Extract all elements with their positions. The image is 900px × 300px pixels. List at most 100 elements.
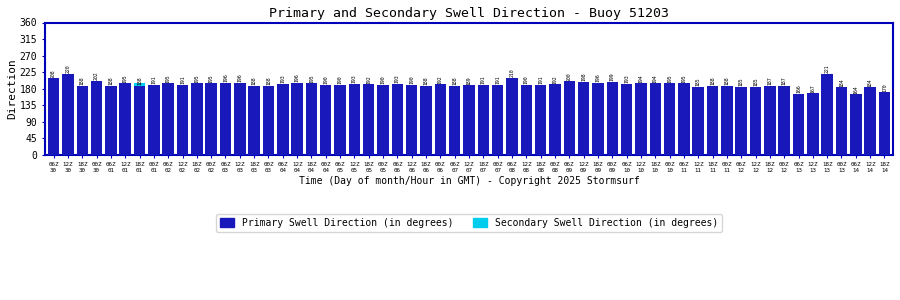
Text: 189: 189	[466, 76, 472, 85]
Bar	[692, 87, 704, 155]
Bar	[62, 74, 74, 155]
Text: 127: 127	[567, 109, 572, 117]
Text: 122: 122	[352, 111, 357, 119]
Bar	[822, 74, 832, 155]
Bar	[134, 86, 145, 155]
Text: 191: 191	[151, 75, 157, 84]
Bar	[348, 110, 360, 155]
Text: 195: 195	[166, 74, 171, 82]
Bar	[836, 87, 847, 155]
Text: 202: 202	[94, 71, 99, 80]
Bar	[735, 87, 747, 155]
Bar	[363, 110, 374, 155]
Text: 193: 193	[352, 75, 357, 83]
Text: 208: 208	[51, 69, 56, 78]
Bar	[191, 83, 202, 155]
Bar	[549, 109, 561, 155]
Bar	[263, 86, 274, 155]
Text: 188: 188	[266, 76, 271, 85]
Bar	[120, 83, 130, 155]
Text: 121: 121	[696, 111, 701, 120]
Bar	[607, 82, 618, 155]
Bar	[176, 85, 188, 155]
Bar	[306, 83, 317, 155]
Text: 195: 195	[309, 74, 314, 82]
Text: 221: 221	[824, 64, 830, 73]
Text: 220: 220	[66, 65, 70, 74]
Bar	[507, 107, 517, 155]
Bar	[48, 78, 59, 155]
Text: 191: 191	[180, 75, 185, 84]
Text: 127: 127	[596, 109, 600, 117]
Text: 121: 121	[624, 111, 629, 120]
Text: 132: 132	[853, 107, 859, 116]
Text: 193: 193	[280, 75, 285, 83]
Bar	[348, 84, 360, 155]
Text: 129: 129	[509, 108, 515, 117]
Text: 188: 188	[452, 76, 457, 85]
Legend: Primary Swell Direction (in degrees), Secondary Swell Direction (in degrees): Primary Swell Direction (in degrees), Se…	[216, 214, 723, 232]
Text: 132: 132	[868, 107, 873, 116]
Text: 194: 194	[652, 74, 658, 83]
Text: 124: 124	[495, 110, 500, 118]
Text: 124: 124	[553, 110, 557, 118]
Text: 120: 120	[667, 111, 672, 120]
Text: 120: 120	[739, 111, 743, 120]
Text: 195: 195	[122, 74, 128, 82]
Bar	[563, 81, 575, 155]
Text: 199: 199	[610, 72, 615, 81]
Bar	[435, 109, 446, 155]
Text: 191: 191	[481, 75, 486, 84]
Bar	[850, 106, 861, 155]
Bar	[822, 106, 832, 155]
Bar	[277, 84, 289, 155]
Bar	[392, 84, 403, 155]
Bar	[464, 109, 475, 155]
Bar	[650, 83, 661, 155]
Text: 190: 190	[524, 76, 529, 84]
Text: 194: 194	[638, 74, 644, 83]
Bar	[335, 111, 346, 155]
Bar	[621, 84, 633, 155]
Text: 121: 121	[381, 111, 385, 120]
Text: 193: 193	[624, 75, 629, 83]
Bar	[878, 92, 890, 155]
Bar	[650, 110, 661, 155]
Text: 125: 125	[524, 110, 529, 118]
Text: 122: 122	[538, 111, 543, 119]
Bar	[492, 109, 503, 155]
Bar	[793, 108, 805, 155]
Text: 122: 122	[710, 111, 716, 119]
Title: Primary and Secondary Swell Direction - Buoy 51203: Primary and Secondary Swell Direction - …	[269, 7, 669, 20]
Bar	[735, 111, 747, 155]
Bar	[664, 83, 675, 155]
Text: 188: 188	[252, 76, 256, 85]
Text: 125: 125	[280, 110, 285, 118]
Bar	[507, 78, 517, 155]
Bar	[793, 94, 805, 155]
Text: 184: 184	[839, 78, 844, 87]
Text: 170: 170	[882, 83, 887, 92]
Text: 190: 190	[323, 76, 328, 84]
Bar	[392, 108, 403, 155]
Bar	[420, 86, 432, 155]
Bar	[105, 86, 117, 155]
Text: 188: 188	[724, 76, 729, 85]
Text: 196: 196	[596, 74, 600, 82]
Bar	[234, 83, 246, 155]
Bar	[764, 108, 776, 155]
Bar	[750, 87, 761, 155]
Text: 191: 191	[495, 75, 500, 84]
Bar	[706, 86, 718, 155]
X-axis label: Time (Day of month/Hour in GMT) - Copyright 2025 Stormsurf: Time (Day of month/Hour in GMT) - Copyri…	[299, 176, 639, 186]
Bar	[220, 83, 231, 155]
Text: 196: 196	[238, 74, 242, 82]
Text: 184: 184	[868, 78, 873, 87]
Text: 166: 166	[796, 85, 801, 93]
Bar	[635, 83, 647, 155]
Text: 188: 188	[424, 76, 428, 85]
Bar	[363, 84, 374, 155]
Bar	[621, 110, 633, 155]
Text: 191: 191	[122, 85, 128, 94]
Bar	[220, 83, 231, 155]
